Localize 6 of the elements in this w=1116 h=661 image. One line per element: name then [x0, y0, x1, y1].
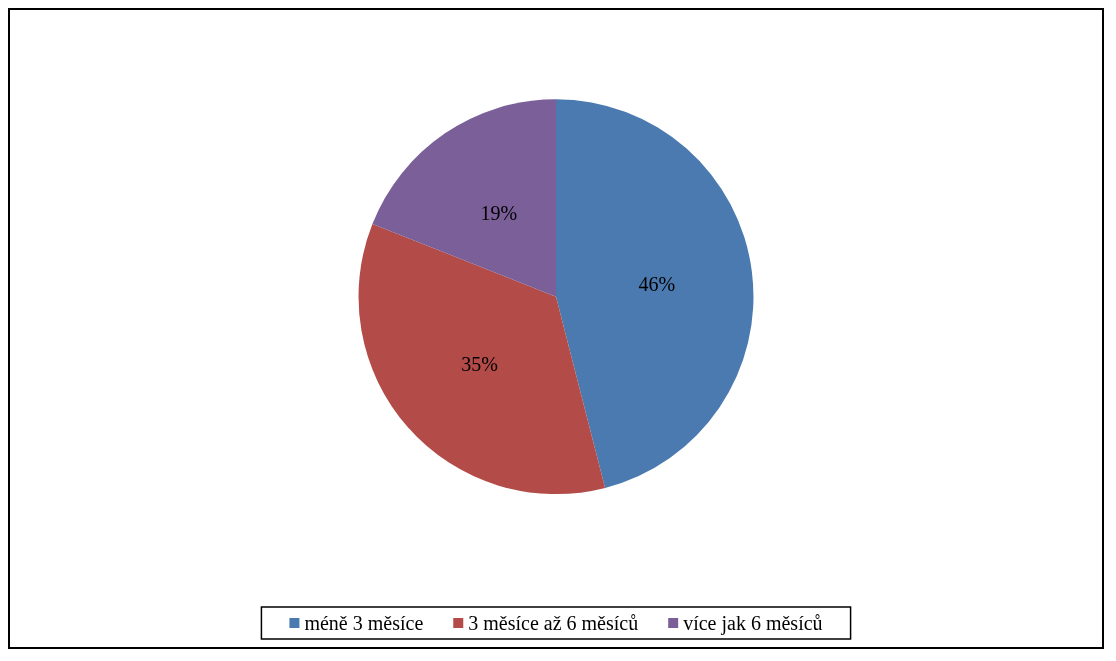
data-label: 19%: [480, 201, 518, 224]
data-label: 46%: [638, 272, 676, 295]
legend-label: více jak 6 měsíců: [683, 612, 823, 635]
legend-label: méně 3 měsíce: [304, 612, 424, 634]
legend-label: 3 měsíce až 6 měsíců: [468, 612, 639, 634]
data-label: 35%: [461, 352, 499, 375]
